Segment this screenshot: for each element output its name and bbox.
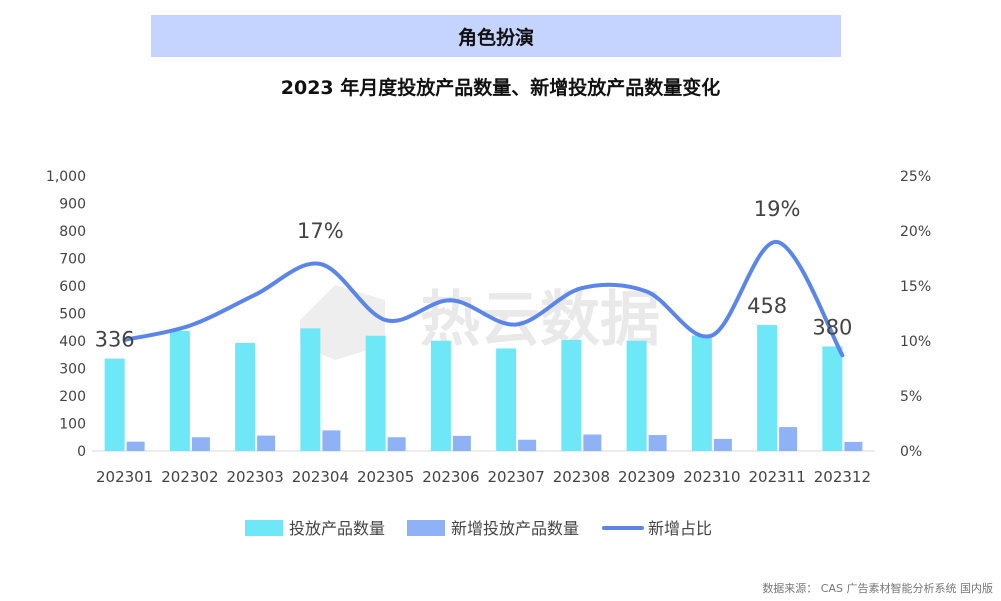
x-tick-label: 202302 [161,468,218,486]
bar-total-202305 [365,335,386,451]
y-left-tick-label: 700 [59,252,86,268]
bar-total-202301 [104,358,125,451]
x-tick-label: 202307 [487,468,544,486]
bar-total-202307 [496,348,517,451]
bar-total-202303 [235,342,256,451]
y-left-tick-label: 100 [59,417,86,433]
bar-new-202303 [257,435,276,451]
bar-total-202302 [169,330,190,451]
y-left-tick-label: 400 [59,334,86,350]
y-left-tick-label: 900 [59,197,86,213]
y-right-tick-label: 0% [900,444,922,460]
bar-new-202312 [844,441,863,451]
bar-new-202310 [713,438,732,451]
data-label: 380 [812,316,852,340]
line-new-ratio [122,240,845,358]
category-banner: 角色扮演 [151,15,841,57]
x-tick-label: 202306 [422,468,479,486]
bar-total-202309 [626,340,647,451]
legend-label: 新增占比 [648,519,712,538]
watermark-text: 热云数据 [420,285,660,355]
y-right-tick-label: 5% [900,389,922,405]
banner-text: 角色扮演 [457,26,534,49]
bar-new-202304 [322,430,341,451]
y-right-tick-label: 10% [900,334,931,350]
y-left-tick-label: 1,000 [46,169,86,185]
bar-new-202306 [452,435,471,451]
x-tick-label: 202303 [226,468,283,486]
chart-title: 2023 年月度投放产品数量、新增投放产品数量变化 [280,77,721,99]
bar-new-202302 [191,437,210,451]
y-left-tick-label: 300 [59,362,86,378]
x-tick-label: 202308 [553,468,610,486]
y-left-tick-label: 800 [59,224,86,240]
y-left-tick-label: 0 [77,444,86,460]
y-right-tick-label: 15% [900,279,931,295]
y-left-tick-label: 500 [59,307,86,323]
bar-new-202305 [387,437,406,451]
y-left-tick-label: 600 [59,279,86,295]
bar-new-202308 [583,434,602,451]
bar-total-202306 [430,340,451,451]
x-tick-label: 202312 [814,468,871,486]
legend-swatch-2 [407,520,445,536]
legend-swatch-1 [245,520,283,536]
legend-label: 新增投放产品数量 [451,519,579,538]
bar-total-202310 [691,335,712,451]
legend-label: 投放产品数量 [289,519,385,538]
bar-new-202311 [779,427,798,451]
data-label: 17% [297,219,344,243]
bar-total-202312 [822,346,843,451]
data-label: 19% [754,197,801,221]
bar-total-202311 [757,325,778,451]
bar-new-202307 [518,439,537,451]
bar-total-202308 [561,339,582,451]
x-tick-label: 202305 [357,468,414,486]
x-tick-label: 202310 [683,468,740,486]
data-label: 336 [95,328,135,352]
data-label: 458 [747,294,787,318]
x-tick-label: 202304 [292,468,349,486]
x-tick-label: 202311 [748,468,805,486]
data-source: 数据来源： CAS 广告素材智能分析系统 国内版 [762,582,993,595]
x-tick-label: 202301 [96,468,153,486]
bar-new-202309 [648,435,667,451]
y-left-tick-label: 200 [59,389,86,405]
bar-total-202304 [300,328,321,451]
y-right-tick-label: 25% [900,169,931,185]
x-tick-label: 202309 [618,468,675,486]
y-right-tick-label: 20% [900,224,931,240]
bar-new-202301 [126,441,145,451]
